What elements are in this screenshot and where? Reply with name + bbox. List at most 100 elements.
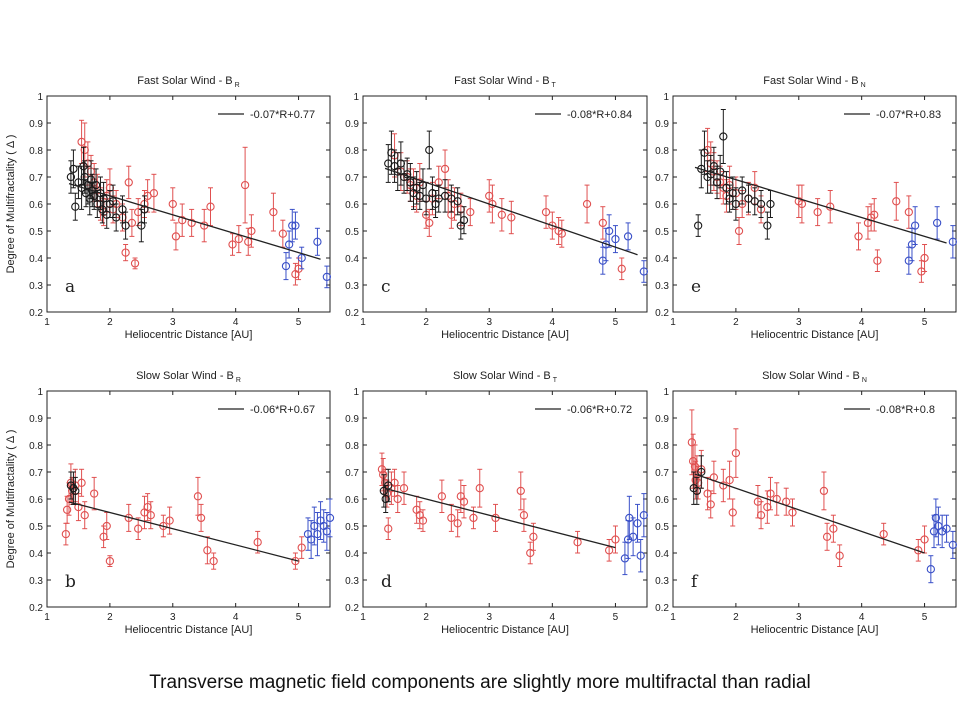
y-tick-label: 0.9 bbox=[345, 119, 359, 130]
x-tick-label: 1 bbox=[670, 317, 676, 328]
data-point bbox=[425, 218, 434, 228]
data-point bbox=[731, 448, 741, 458]
data-point bbox=[548, 221, 557, 230]
data-point bbox=[124, 178, 133, 187]
x-tick-label: 4 bbox=[233, 612, 239, 623]
series-black bbox=[379, 468, 393, 513]
data-point bbox=[835, 551, 844, 560]
y-tick-label: 0.9 bbox=[29, 414, 43, 425]
data-point bbox=[604, 546, 614, 555]
data-point bbox=[90, 489, 99, 498]
data-point bbox=[497, 210, 506, 219]
series-red bbox=[377, 452, 620, 565]
data-point bbox=[948, 540, 958, 550]
plot-frame bbox=[362, 390, 648, 608]
data-point bbox=[384, 524, 393, 533]
data-point bbox=[763, 221, 772, 230]
fit-line bbox=[694, 473, 925, 554]
y-tick-label: 0.7 bbox=[29, 468, 43, 479]
data-point bbox=[77, 478, 86, 487]
plot-frame bbox=[362, 95, 648, 313]
y-tick-label: 0.8 bbox=[29, 441, 43, 452]
data-point bbox=[829, 524, 838, 533]
series-red bbox=[687, 409, 929, 567]
panel-d: Slow Solar Wind - B T 1 2 3 4 5 0.2 0.3 0.4 0.5 0.6… bbox=[323, 365, 653, 655]
data-point bbox=[719, 132, 728, 141]
y-tick-label: 0.4 bbox=[345, 549, 359, 560]
data-point bbox=[69, 484, 78, 493]
data-point bbox=[766, 489, 775, 498]
x-axis-label: Heliocentric Distance [AU] bbox=[751, 624, 879, 636]
panel-f: Slow Solar Wind - B N 1 2 3 4 5 0.2 0.3 0.4 0.5 0.6… bbox=[638, 365, 960, 655]
data-point bbox=[766, 199, 775, 209]
y-tick-label: 1 bbox=[353, 92, 359, 103]
chart-svg: Slow Solar Wind - B N 1 2 3 4 5 0.2 0.3 0.4 0.5 0.6… bbox=[655, 370, 958, 636]
data-point bbox=[71, 202, 80, 211]
data-point bbox=[692, 486, 702, 496]
y-tick-label: 0.8 bbox=[345, 146, 359, 157]
data-point bbox=[931, 513, 941, 523]
data-point bbox=[728, 508, 737, 517]
data-point bbox=[66, 481, 76, 490]
x-tick-label: 3 bbox=[170, 317, 176, 328]
data-point bbox=[813, 207, 822, 217]
data-point bbox=[325, 513, 335, 523]
data-point bbox=[870, 210, 879, 219]
data-point bbox=[611, 535, 620, 544]
y-tick-label: 0.5 bbox=[345, 522, 359, 533]
y-tick-label: 0.2 bbox=[345, 603, 359, 614]
data-point bbox=[165, 516, 174, 525]
x-tick-label: 4 bbox=[859, 317, 865, 328]
y-tick-label: 0.2 bbox=[29, 603, 43, 614]
data-point bbox=[929, 527, 939, 536]
x-tick-label: 3 bbox=[796, 317, 802, 328]
data-point bbox=[617, 264, 626, 273]
data-point bbox=[379, 470, 388, 479]
data-point bbox=[942, 524, 951, 533]
x-axis-label: Heliocentric Distance [AU] bbox=[125, 329, 253, 341]
data-point bbox=[228, 240, 237, 249]
chart-title-subscript: N bbox=[861, 82, 866, 89]
data-point bbox=[914, 546, 923, 555]
data-point bbox=[168, 199, 177, 209]
series-blue bbox=[926, 498, 958, 584]
data-point bbox=[910, 221, 920, 230]
data-point bbox=[639, 511, 648, 520]
data-point bbox=[437, 492, 447, 501]
data-point bbox=[604, 226, 614, 236]
y-tick-label: 0.3 bbox=[345, 576, 359, 587]
y-tick-label: 0.5 bbox=[655, 522, 669, 533]
plot-frame bbox=[46, 390, 331, 608]
chart-title-subscript: N bbox=[862, 377, 867, 384]
data-point bbox=[297, 253, 306, 263]
x-tick-label: 3 bbox=[486, 612, 492, 623]
data-point bbox=[507, 213, 516, 222]
data-point bbox=[399, 484, 409, 493]
x-tick-label: 5 bbox=[922, 612, 928, 623]
y-tick-label: 0.8 bbox=[655, 441, 669, 452]
fit-line bbox=[384, 167, 638, 256]
data-point bbox=[130, 259, 140, 268]
x-tick-label: 1 bbox=[360, 612, 366, 623]
y-tick-label: 1 bbox=[663, 387, 669, 398]
x-tick-label: 2 bbox=[733, 612, 739, 623]
data-point bbox=[756, 199, 766, 209]
y-tick-label: 0.2 bbox=[345, 308, 359, 319]
y-tick-label: 0.7 bbox=[345, 468, 359, 479]
data-point bbox=[379, 486, 388, 496]
y-tick-label: 0.8 bbox=[345, 441, 359, 452]
series-blue bbox=[620, 493, 648, 576]
data-point bbox=[822, 532, 832, 541]
slide-caption: Transverse magnetic field components are… bbox=[149, 672, 811, 693]
y-tick-label: 0.2 bbox=[29, 308, 43, 319]
data-point bbox=[529, 532, 538, 541]
data-point bbox=[879, 529, 888, 539]
data-point bbox=[453, 519, 462, 528]
data-point bbox=[61, 529, 71, 539]
y-tick-label: 0.3 bbox=[345, 281, 359, 292]
data-point bbox=[873, 256, 882, 265]
series-blue bbox=[303, 498, 335, 559]
